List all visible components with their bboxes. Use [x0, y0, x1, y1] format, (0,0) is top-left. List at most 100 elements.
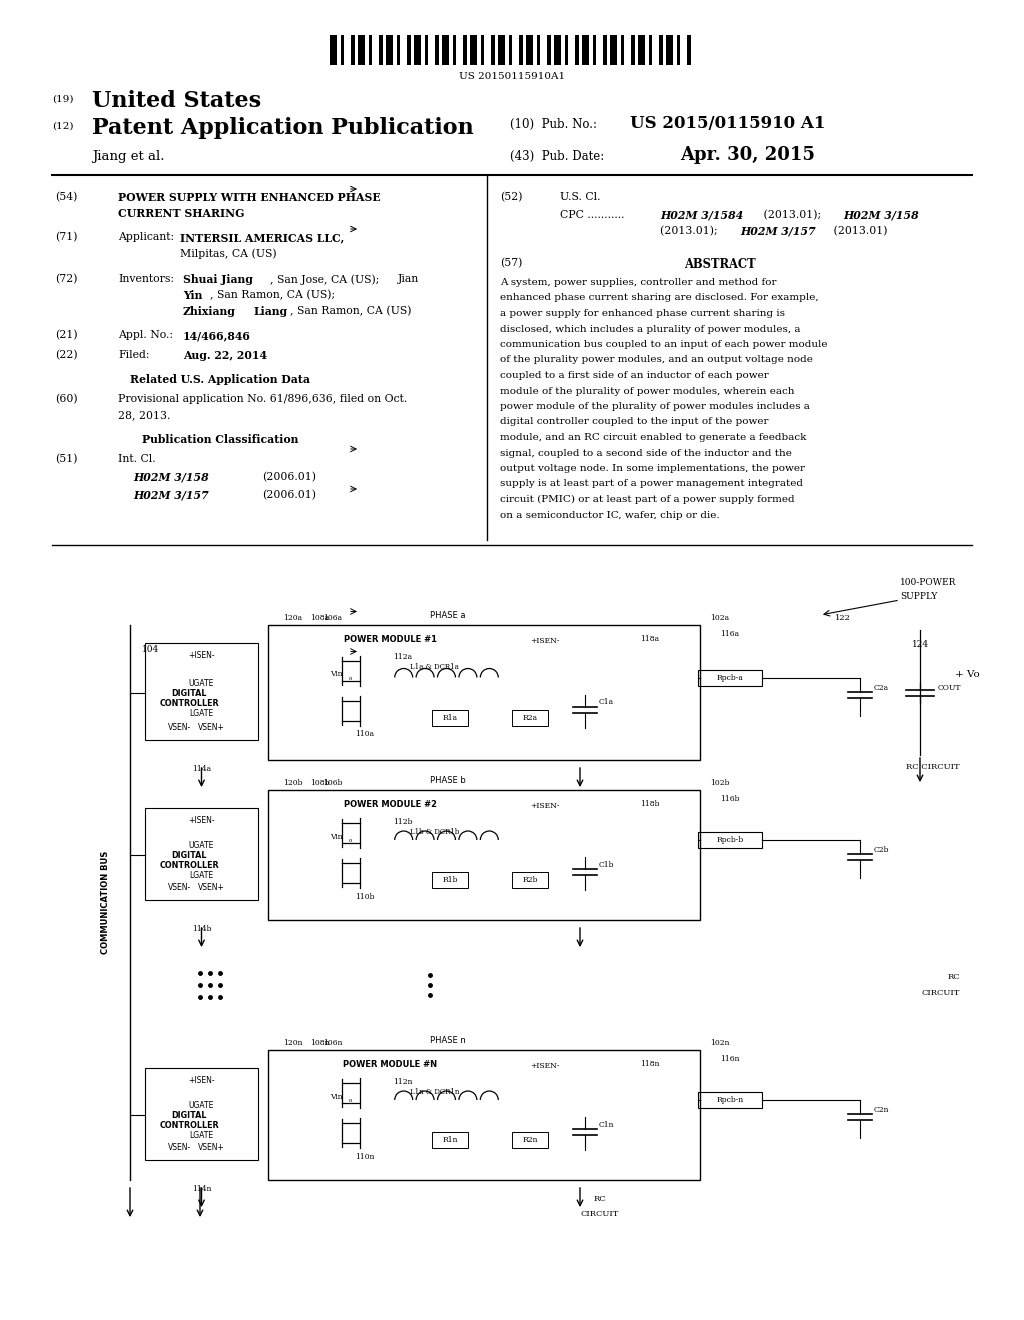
Text: Vin: Vin [330, 1093, 343, 1101]
Text: VSEN-: VSEN- [168, 723, 191, 733]
Text: 104: 104 [142, 645, 160, 653]
Text: U.S. Cl.: U.S. Cl. [560, 191, 600, 202]
Text: Appl. No.:: Appl. No.: [118, 330, 173, 341]
Text: (19): (19) [52, 95, 74, 104]
Text: circuit (PMIC) or at least part of a power supply formed: circuit (PMIC) or at least part of a pow… [500, 495, 795, 504]
Text: Rpcb-a: Rpcb-a [717, 673, 743, 681]
Text: R2n: R2n [522, 1137, 538, 1144]
Text: of the plurality power modules, and an output voltage node: of the plurality power modules, and an o… [500, 355, 813, 364]
Text: 116n: 116n [720, 1055, 739, 1063]
Text: output voltage node. In some implementations, the power: output voltage node. In some implementat… [500, 465, 805, 473]
Bar [490, 36, 495, 65]
Text: DIGITAL: DIGITAL [172, 689, 207, 698]
Text: o: o [349, 1098, 352, 1104]
Text: POWER MODULE #N: POWER MODULE #N [343, 1060, 437, 1069]
Text: (72): (72) [55, 275, 78, 284]
Text: 120n: 120n [283, 1039, 302, 1047]
Text: 106a: 106a [323, 614, 342, 622]
Bar [610, 36, 617, 65]
Bar [582, 36, 589, 65]
Bar [512, 1133, 548, 1148]
Bar [268, 624, 700, 760]
Bar [593, 36, 596, 65]
Text: R2a: R2a [522, 714, 538, 722]
Text: Vin: Vin [330, 833, 343, 841]
Text: Jiang et al.: Jiang et al. [92, 150, 165, 162]
Text: , San Ramon, CA (US): , San Ramon, CA (US) [290, 306, 412, 317]
Bar [537, 36, 540, 65]
Bar [547, 36, 551, 65]
Text: + Vo: + Vo [955, 671, 980, 678]
Bar [564, 36, 568, 65]
Text: power module of the plurality of power modules includes a: power module of the plurality of power m… [500, 403, 810, 411]
Text: CIRCUIT: CIRCUIT [922, 989, 961, 997]
Text: Yin: Yin [183, 290, 203, 301]
Text: POWER MODULE #2: POWER MODULE #2 [343, 800, 436, 809]
Bar [698, 1092, 762, 1107]
Text: 110a: 110a [355, 730, 374, 738]
Text: R1n: R1n [442, 1137, 458, 1144]
Text: (22): (22) [55, 350, 78, 360]
Text: Rpcb-b: Rpcb-b [717, 836, 743, 843]
Text: coupled to a first side of an inductor of each power: coupled to a first side of an inductor o… [500, 371, 769, 380]
Text: VSEN+: VSEN+ [198, 883, 225, 892]
Bar [432, 1133, 468, 1148]
Bar [512, 710, 548, 726]
Text: Liang: Liang [254, 306, 288, 317]
Text: 108b: 108b [310, 779, 330, 787]
Text: Inventors:: Inventors: [118, 275, 174, 284]
Text: +ISEN-: +ISEN- [530, 803, 559, 810]
Text: supply is at least part of a power management integrated: supply is at least part of a power manag… [500, 479, 803, 488]
Text: enhanced phase current sharing are disclosed. For example,: enhanced phase current sharing are discl… [500, 293, 818, 302]
Text: 106b: 106b [323, 779, 342, 787]
Text: disclosed, which includes a plurality of power modules, a: disclosed, which includes a plurality of… [500, 325, 801, 334]
Bar [379, 36, 383, 65]
Text: 114n: 114n [191, 1185, 211, 1193]
Text: o: o [349, 838, 352, 843]
Text: 116b: 116b [720, 795, 739, 803]
Text: UGATE: UGATE [188, 1101, 214, 1110]
Text: Milpitas, CA (US): Milpitas, CA (US) [180, 248, 276, 259]
Text: , San Ramon, CA (US);: , San Ramon, CA (US); [210, 290, 335, 301]
Text: CURRENT SHARING: CURRENT SHARING [118, 209, 245, 219]
Text: (71): (71) [55, 232, 78, 243]
Text: 124: 124 [912, 640, 929, 649]
Text: a power supply for enhanced phase current sharing is: a power supply for enhanced phase curren… [500, 309, 785, 318]
Text: module, and an RC circuit enabled to generate a feedback: module, and an RC circuit enabled to gen… [500, 433, 806, 442]
Bar [268, 1049, 700, 1180]
Text: R1a: R1a [442, 714, 458, 722]
Text: 102b: 102b [710, 779, 729, 787]
Text: 114b: 114b [191, 925, 211, 933]
Text: C1a: C1a [599, 698, 614, 706]
Bar [442, 36, 449, 65]
Text: H02M 3/158: H02M 3/158 [843, 210, 919, 220]
Text: Vin: Vin [330, 671, 343, 678]
Text: C1n: C1n [599, 1121, 614, 1129]
Text: SUPPLY: SUPPLY [900, 591, 937, 601]
Text: module of the plurality of power modules, wherein each: module of the plurality of power modules… [500, 387, 795, 396]
Bar [603, 36, 606, 65]
Text: 114a: 114a [191, 766, 211, 774]
Text: (57): (57) [500, 257, 522, 268]
Bar [470, 36, 477, 65]
Bar [463, 36, 467, 65]
Bar [453, 36, 456, 65]
Text: 120b: 120b [283, 779, 302, 787]
Text: (43)  Pub. Date:: (43) Pub. Date: [510, 150, 604, 162]
Bar [432, 873, 468, 888]
Text: DIGITAL: DIGITAL [172, 851, 207, 861]
Bar [351, 36, 354, 65]
Text: C1b: C1b [599, 861, 614, 869]
Bar [341, 36, 344, 65]
Text: 112b: 112b [393, 818, 413, 826]
Text: UGATE: UGATE [188, 678, 214, 688]
Text: 106n: 106n [323, 1039, 342, 1047]
Text: 28, 2013.: 28, 2013. [118, 411, 170, 420]
Text: VSEN+: VSEN+ [198, 723, 225, 733]
Text: H02M 3/157: H02M 3/157 [133, 490, 209, 502]
Text: 120a: 120a [283, 614, 302, 622]
Text: 118a: 118a [640, 635, 659, 643]
Text: (52): (52) [500, 191, 522, 202]
Bar [575, 36, 579, 65]
Text: Jian: Jian [398, 275, 419, 284]
